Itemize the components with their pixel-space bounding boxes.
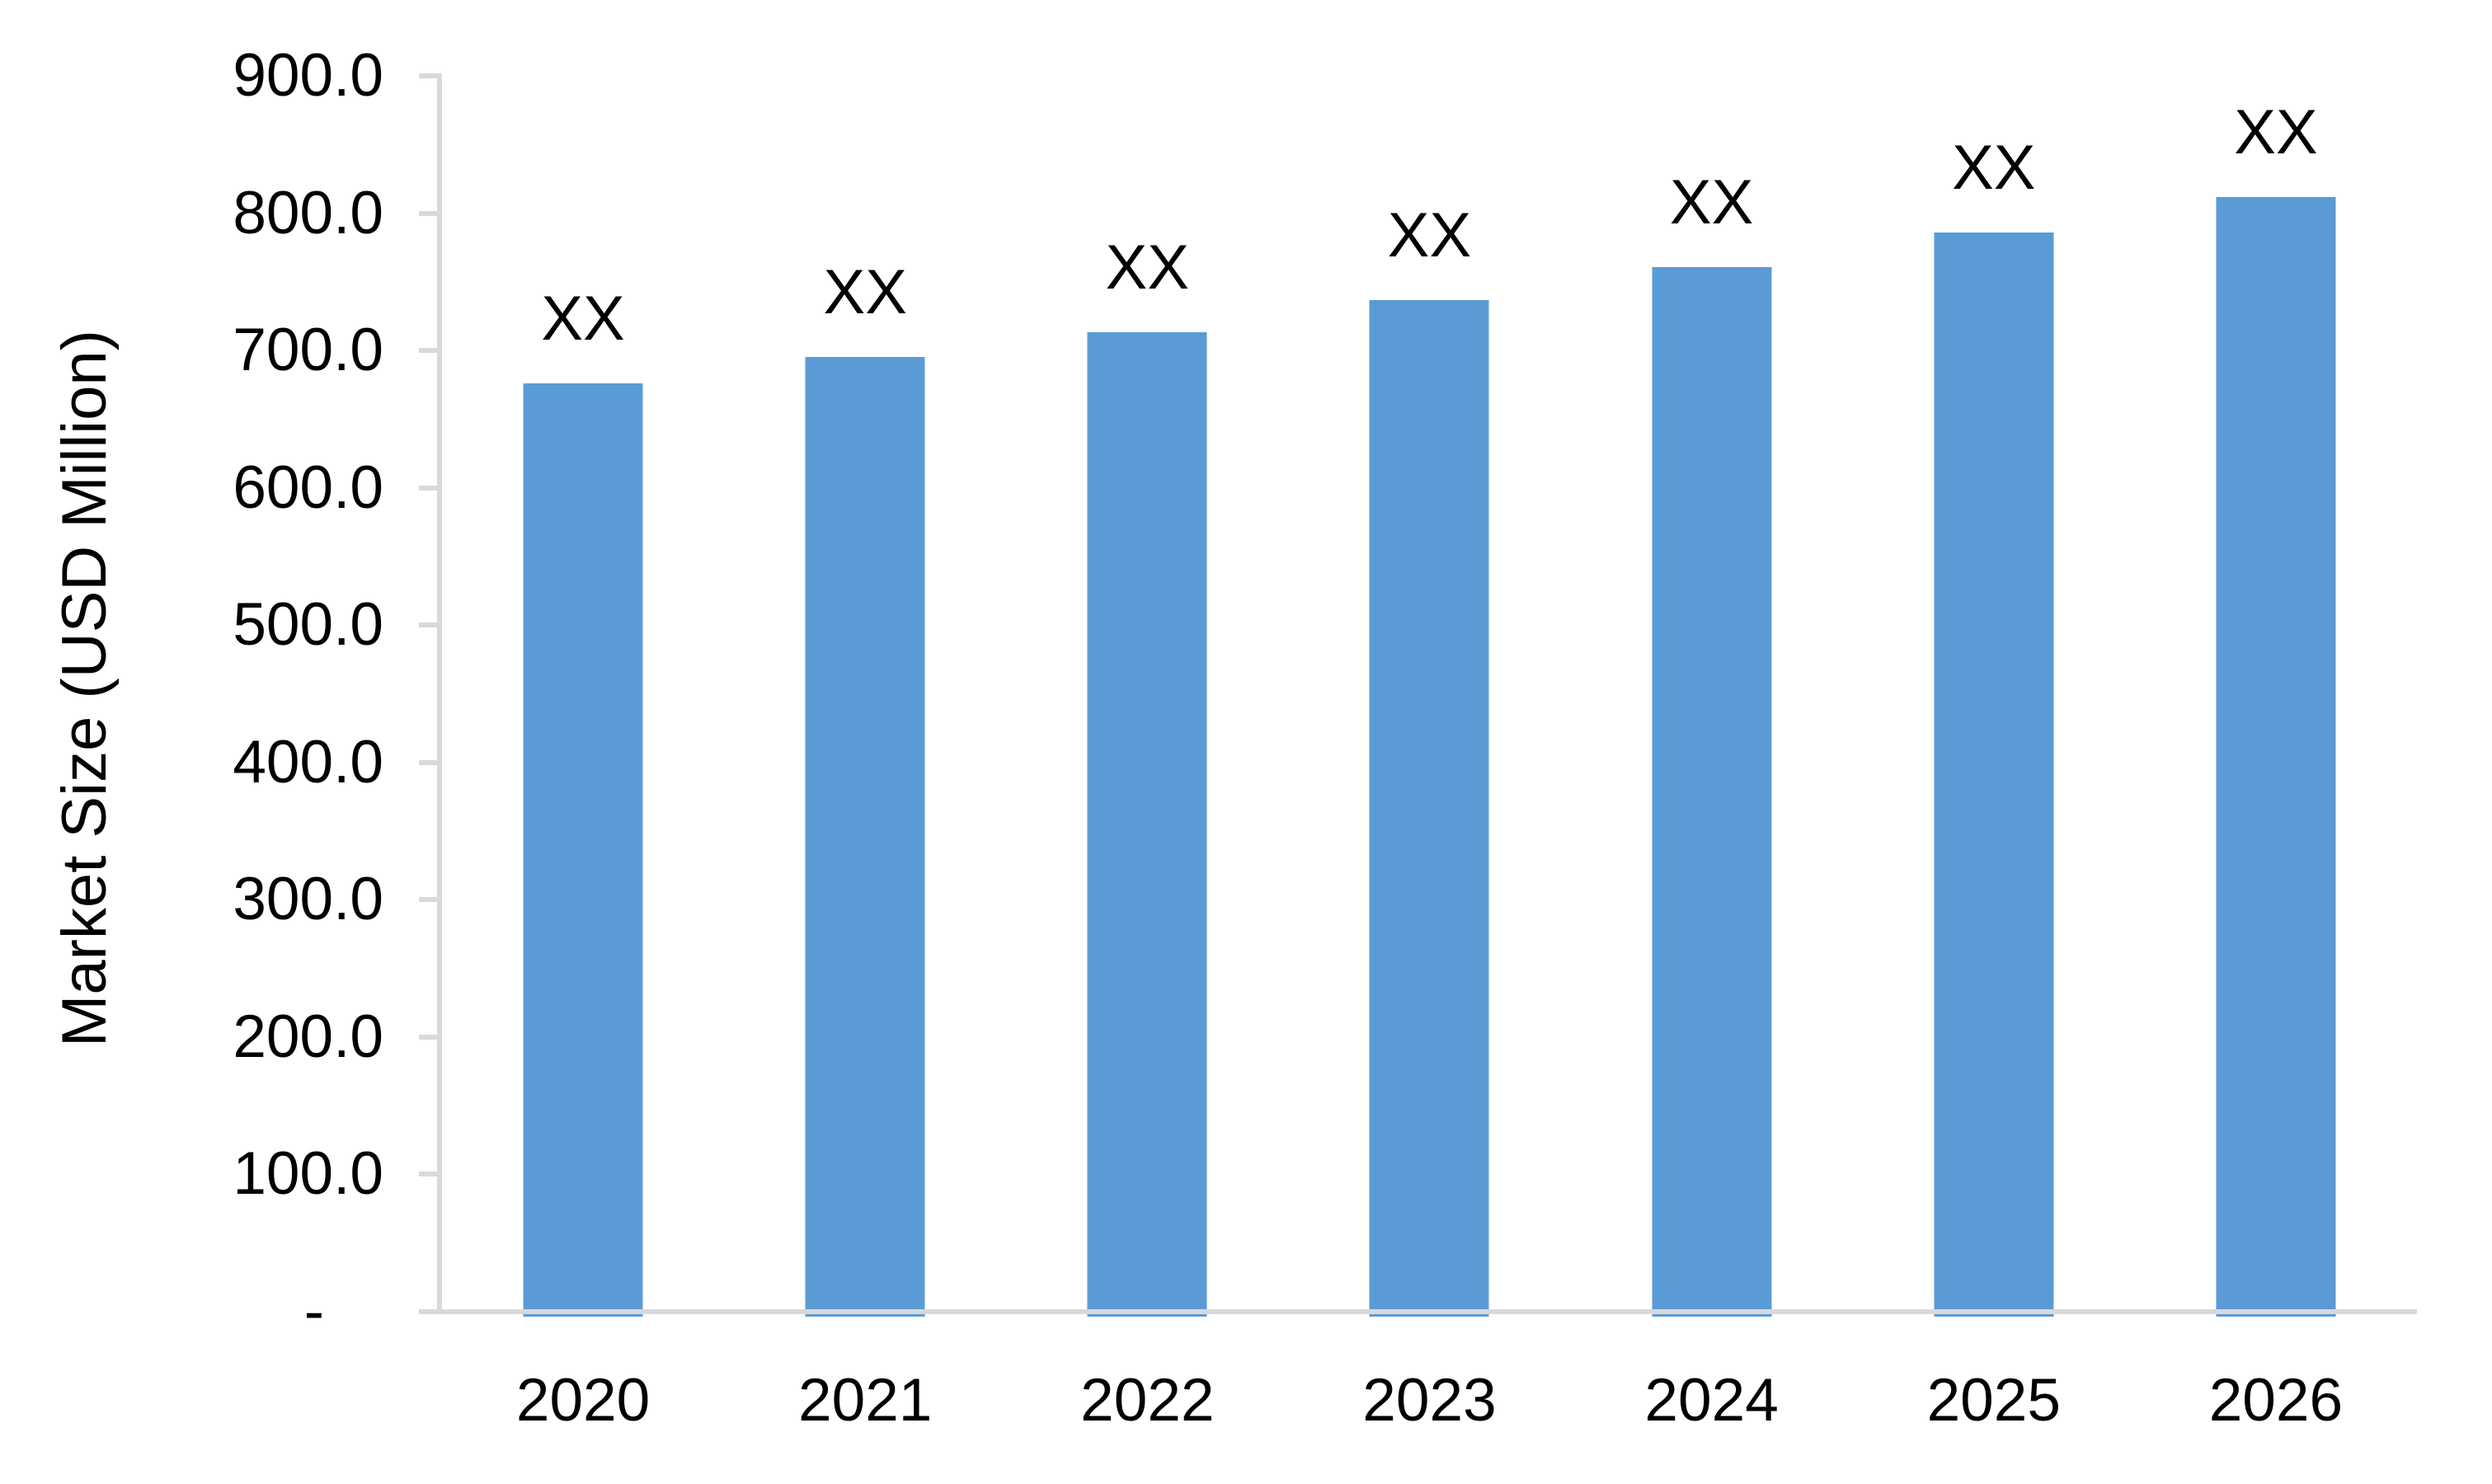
bar-value-label-2022: XX [1105,232,1190,303]
x-tick-label-2022: 2022 [1080,1367,1215,1434]
y-tick-label: 200.0 [233,1003,383,1070]
y-tick-mark [419,1034,442,1040]
y-tick-mark [419,73,442,78]
bar-group-2020: XX 2020 [442,76,724,1434]
y-tick-mark [419,759,442,765]
x-tick-label-2020: 2020 [515,1367,651,1434]
y-tick-mark [419,485,442,491]
y-tick-mark [419,897,442,903]
plot-area: XX 2020 XX 2021 XX 2022 XX 2023 XX 2024 XX 2025 XX 20… [419,73,2417,1434]
y-tick-label: 100.0 [233,1140,383,1208]
y-axis-line [437,76,442,1314]
y-tick-label: - [303,1278,324,1345]
y-tick-label: 600.0 [233,453,383,521]
bar-group-2021: XX 2021 [724,76,1006,1434]
bar-2021 [805,357,925,1317]
x-tick-label-2025: 2025 [1926,1367,2061,1434]
bar-value-label-2021: XX [823,257,907,328]
y-tick-label: 900.0 [233,42,383,109]
y-tick-mark [419,622,442,628]
x-axis-line [419,1309,2417,1314]
y-tick-label: 300.0 [233,866,383,933]
bar-value-label-2024: XX [1669,167,1754,237]
y-tick-mark [419,210,442,216]
y-tick-label: 400.0 [233,728,383,796]
bar-2024 [1652,266,1772,1317]
bar-value-label-2025: XX [1952,132,2036,203]
y-tick-mark [419,348,442,354]
bar-group-2024: XX 2024 [1571,76,1853,1434]
y-tick-label: 500.0 [233,591,383,659]
y-tick-label: 800.0 [233,179,383,247]
x-tick-label-2026: 2026 [2208,1367,2344,1434]
bar-group-2022: XX 2022 [1006,76,1288,1434]
bar-value-label-2020: XX [541,284,625,355]
bar-2023 [1369,299,1489,1317]
bar-2020 [523,383,643,1317]
x-tick-label-2023: 2023 [1362,1367,1497,1434]
y-axis-tick-labels: 900.0 800.0 700.0 600.0 500.0 400.0 300.0 200.0… [0,0,383,1484]
bar-2026 [2216,196,2336,1317]
bar-group-2026: XX 2026 [2135,76,2417,1434]
bar-value-label-2026: XX [2234,96,2318,167]
bar-group-2025: XX 2025 [1853,76,2135,1434]
x-tick-label-2024: 2024 [1644,1367,1779,1434]
bar-value-label-2023: XX [1387,200,1472,270]
y-tick-mark [419,1172,442,1177]
x-tick-label-2021: 2021 [798,1367,933,1434]
bar-2022 [1087,332,1207,1317]
bar-2025 [1934,232,2054,1317]
bar-group-2023: XX 2023 [1288,76,1570,1434]
y-tick-label: 700.0 [233,317,383,384]
